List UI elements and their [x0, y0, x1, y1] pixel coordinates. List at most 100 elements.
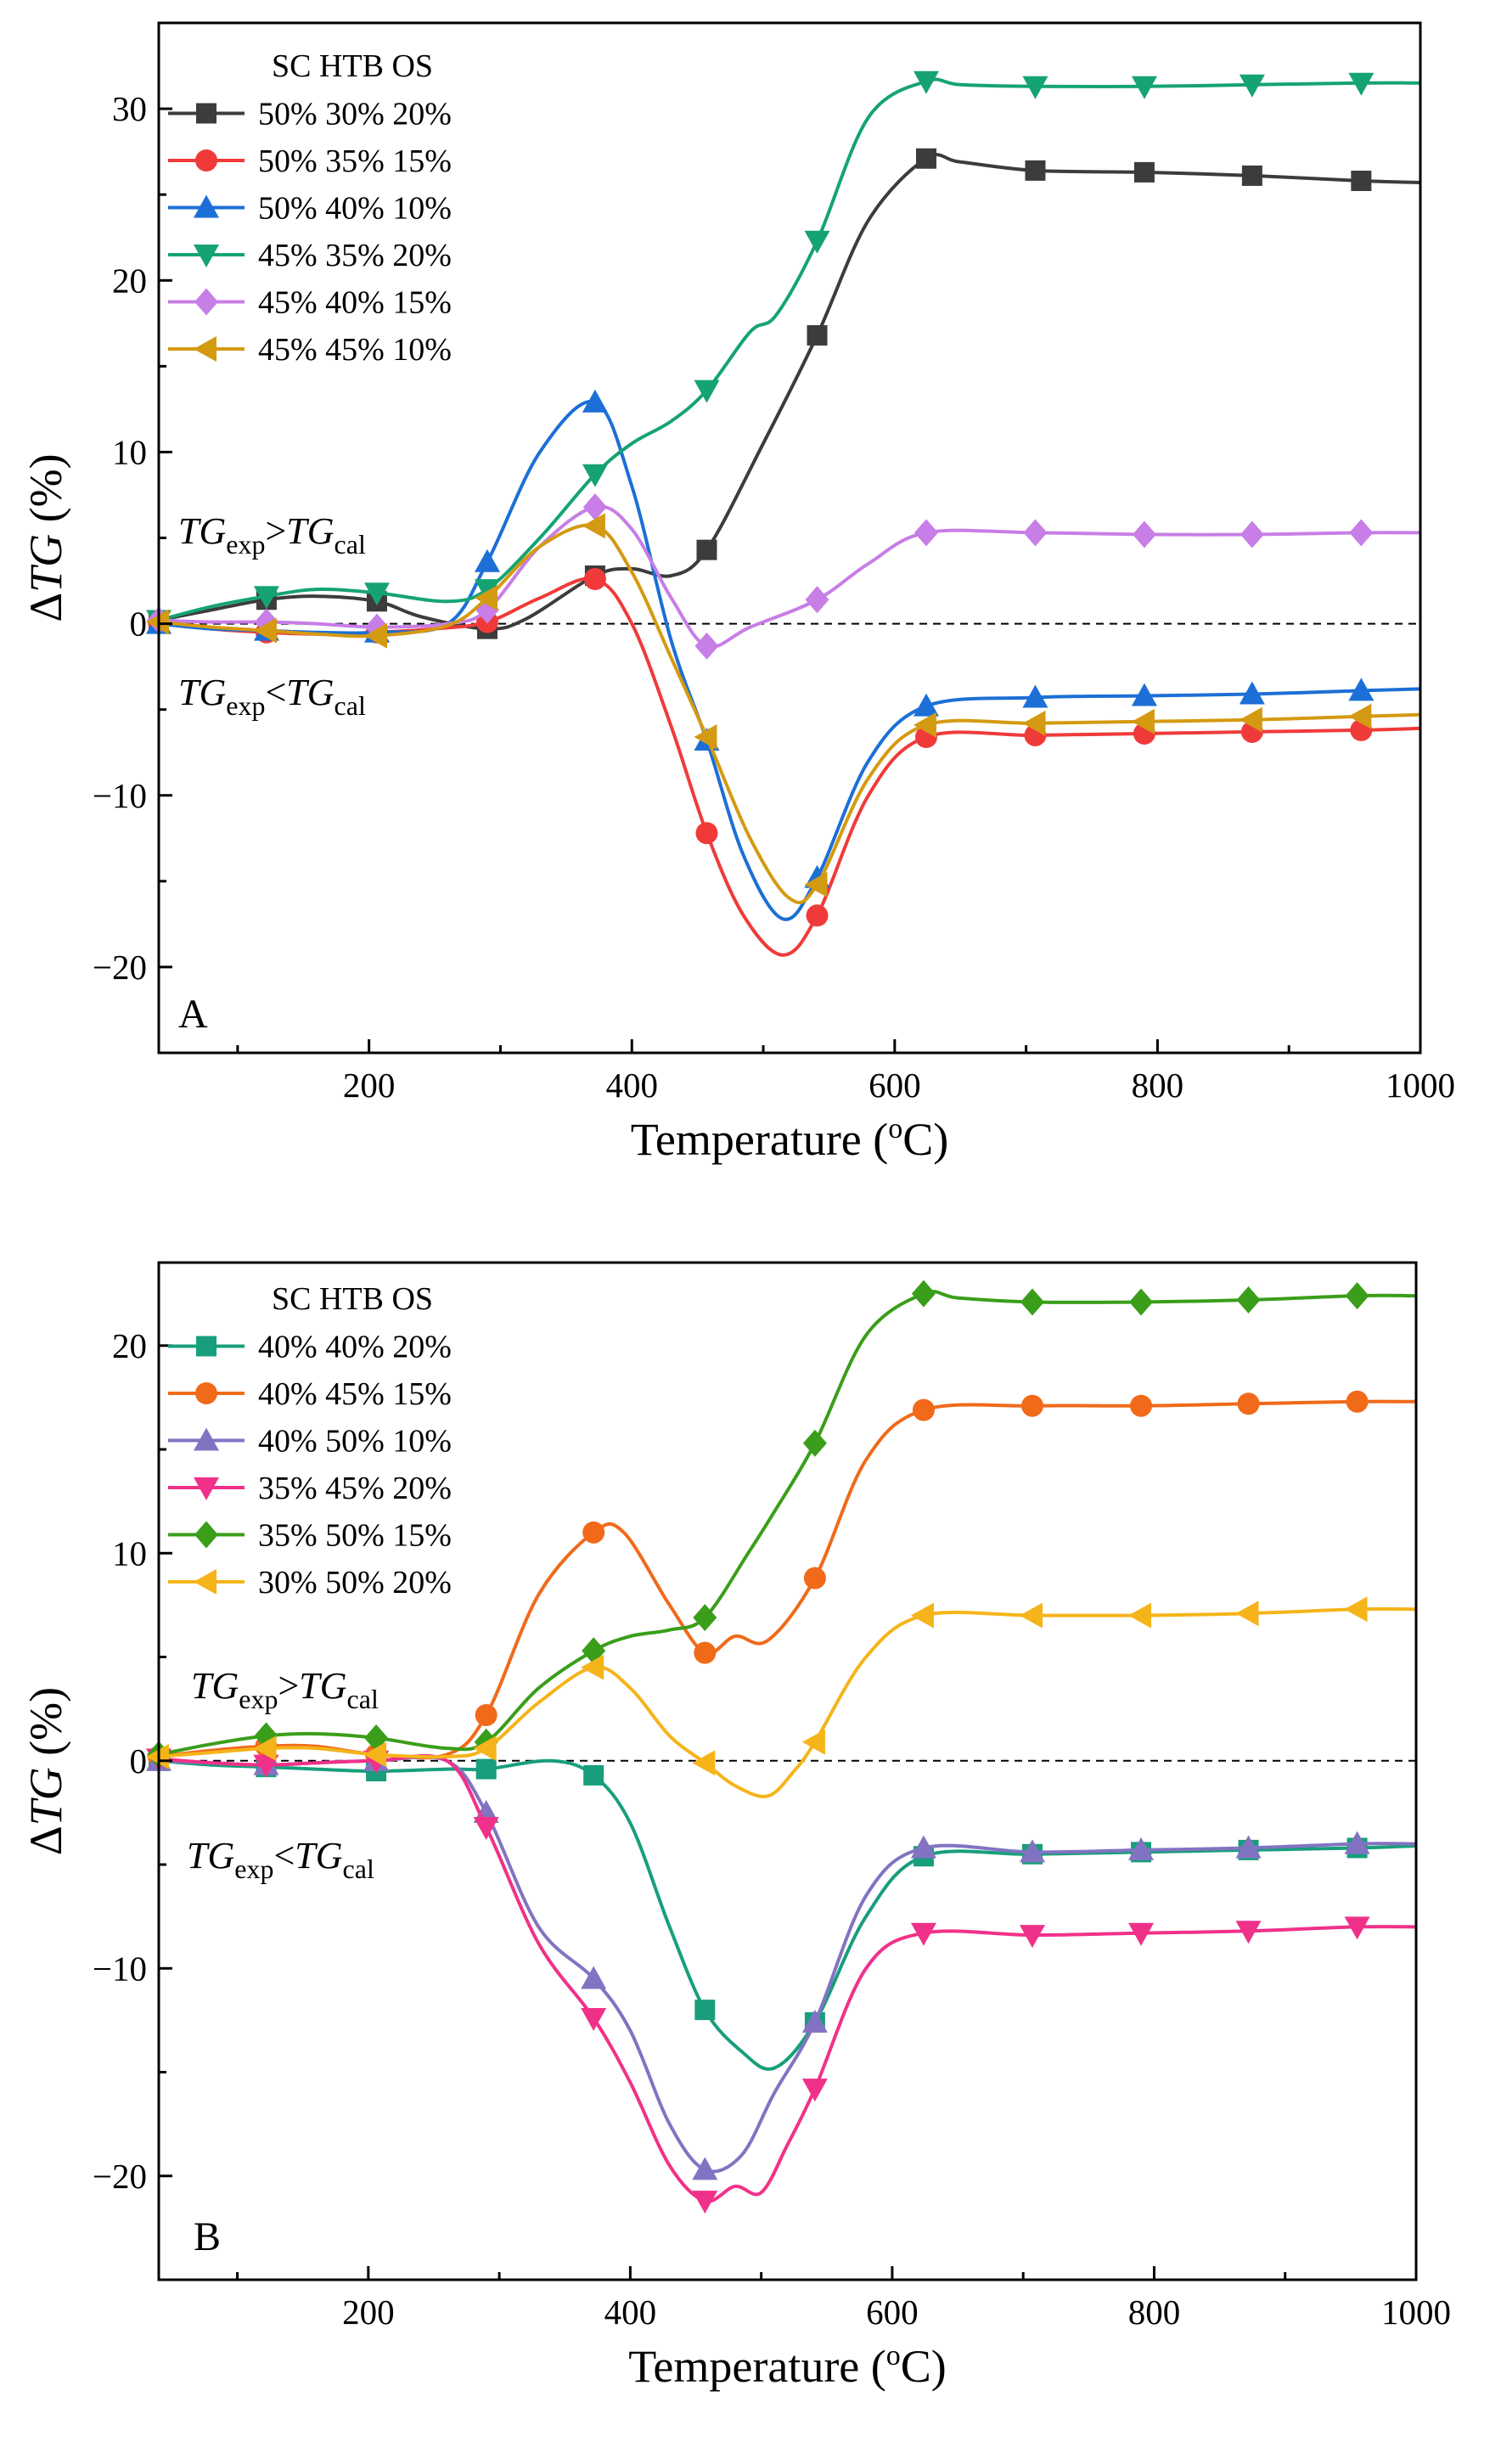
series-3	[146, 389, 1421, 921]
x-axis-label-sup: o	[888, 1113, 902, 1145]
data-point-4	[910, 1922, 936, 1946]
data-point-2	[694, 1641, 717, 1664]
data-point-2	[582, 1521, 605, 1544]
annotation-sub: cal	[334, 529, 366, 560]
annotation-above-zero: TGexp>TGcal	[178, 510, 366, 560]
data-point-5	[693, 1604, 717, 1632]
data-point-2	[1130, 1394, 1153, 1417]
annotation-tg: TG	[286, 510, 334, 552]
legend: SC HTB OS 50% 30% 20% 50% 35% 15% 50% 40% 1…	[168, 48, 452, 368]
data-point-1	[1241, 165, 1262, 186]
legend-item: 40% 45% 15%	[168, 1376, 452, 1412]
data-point-6	[1239, 706, 1262, 733]
data-point-4	[1019, 1925, 1045, 1949]
x-tick-label: 400	[604, 2292, 657, 2332]
data-point-3	[801, 2009, 828, 2033]
data-point-4	[804, 230, 830, 254]
legend-label: 50% 30% 20%	[258, 97, 452, 132]
legend-swatch-marker	[194, 1521, 218, 1549]
data-point-1	[696, 539, 717, 560]
data-point-6	[363, 1741, 387, 1768]
x-tick-label: 1000	[1386, 1066, 1455, 1105]
legend: SC HTB OS 40% 40% 20% 40% 45% 15% 40% 50% 1…	[168, 1281, 452, 1600]
data-point-1	[915, 148, 936, 169]
data-point-1	[1133, 161, 1155, 183]
annotation-sub: exp	[234, 1854, 273, 1884]
y-tick-label: 20	[112, 1326, 147, 1365]
x-tick-label: 600	[866, 2292, 919, 2332]
legend-swatch-marker	[194, 1569, 216, 1595]
annotation-tg: TG	[178, 672, 226, 713]
data-point-3	[1019, 1839, 1045, 1863]
y-axis-label-delta: Δ	[20, 1825, 71, 1855]
data-point-2	[583, 568, 606, 591]
series-4	[146, 1748, 1417, 2214]
legend-swatch-marker	[194, 1427, 219, 1451]
data-point-5	[694, 632, 719, 660]
data-point-6	[253, 617, 277, 644]
data-point-4	[1022, 76, 1048, 99]
data-point-4	[1131, 76, 1157, 99]
data-point-6	[1022, 710, 1046, 736]
data-point-6	[801, 1729, 825, 1755]
legend-header: SC HTB OS	[272, 48, 433, 84]
data-point-4	[1128, 1922, 1155, 1946]
data-point-4	[1348, 72, 1375, 96]
series-6	[146, 1596, 1417, 1798]
data-point-6	[363, 622, 387, 649]
data-point-1	[475, 1758, 497, 1780]
annotation-sub: cal	[334, 690, 366, 721]
data-point-3	[1344, 1831, 1370, 1854]
legend-item: 50% 40% 10%	[168, 191, 452, 227]
legend-swatch-marker	[196, 103, 216, 124]
data-point-2	[1020, 1394, 1043, 1417]
annotation-sub: exp	[226, 690, 265, 721]
data-point-4	[581, 2007, 607, 2031]
legend-item: 50% 30% 20%	[168, 97, 452, 132]
legend-item: 40% 50% 10%	[168, 1424, 452, 1460]
y-tick-label: 30	[112, 89, 147, 128]
x-tick-label: 800	[1128, 2292, 1181, 2332]
data-point-5	[1240, 520, 1264, 548]
annotation-below-zero: TGexp<TGcal	[178, 672, 366, 721]
y-axis-label-rest: (%)	[20, 1687, 71, 1767]
legend-label: 45% 45% 10%	[258, 332, 452, 368]
data-point-6	[910, 1602, 934, 1629]
annotation-sub: exp	[226, 529, 265, 560]
panel-label: A	[178, 992, 208, 1037]
legend-label: 35% 45% 20%	[258, 1471, 452, 1506]
data-point-3	[581, 1966, 607, 1989]
data-point-3	[1235, 1835, 1262, 1859]
data-point-6	[1235, 1600, 1259, 1627]
y-tick-label: −10	[93, 1949, 147, 1988]
x-tick-label: 200	[342, 2292, 395, 2332]
plot-frame	[157, 1261, 1418, 2281]
y-axis-label-delta: Δ	[20, 593, 71, 622]
data-point-5	[1023, 519, 1048, 547]
legend-swatch-marker	[194, 1477, 219, 1500]
annotation-tg: TG	[299, 1665, 346, 1707]
data-point-4	[253, 1754, 279, 1778]
data-point-6	[473, 1735, 497, 1762]
legend-swatch-marker	[194, 288, 218, 316]
y-axis-label: ΔTG (%)	[20, 1687, 71, 1855]
y-tick-label: 0	[130, 605, 148, 644]
data-point-2	[806, 904, 829, 927]
series-3	[146, 1747, 1417, 2180]
data-point-4	[1235, 1921, 1262, 1944]
data-point-4	[473, 1817, 499, 1841]
legend-label: 50% 40% 10%	[258, 191, 452, 227]
series-line-4	[158, 1753, 1417, 2203]
data-point-5	[1349, 519, 1374, 547]
legend-item: 35% 50% 15%	[168, 1518, 452, 1554]
data-point-4	[694, 380, 720, 403]
data-point-1	[694, 2000, 716, 2021]
legend-label: 40% 45% 15%	[258, 1376, 452, 1412]
annotation-operator: >	[278, 1665, 299, 1707]
legend-item: 50% 35% 15%	[168, 143, 452, 179]
data-point-2	[912, 1398, 935, 1421]
data-point-3	[910, 1835, 936, 1859]
y-tick-label: −20	[93, 2157, 147, 2196]
data-point-6	[1019, 1602, 1043, 1629]
